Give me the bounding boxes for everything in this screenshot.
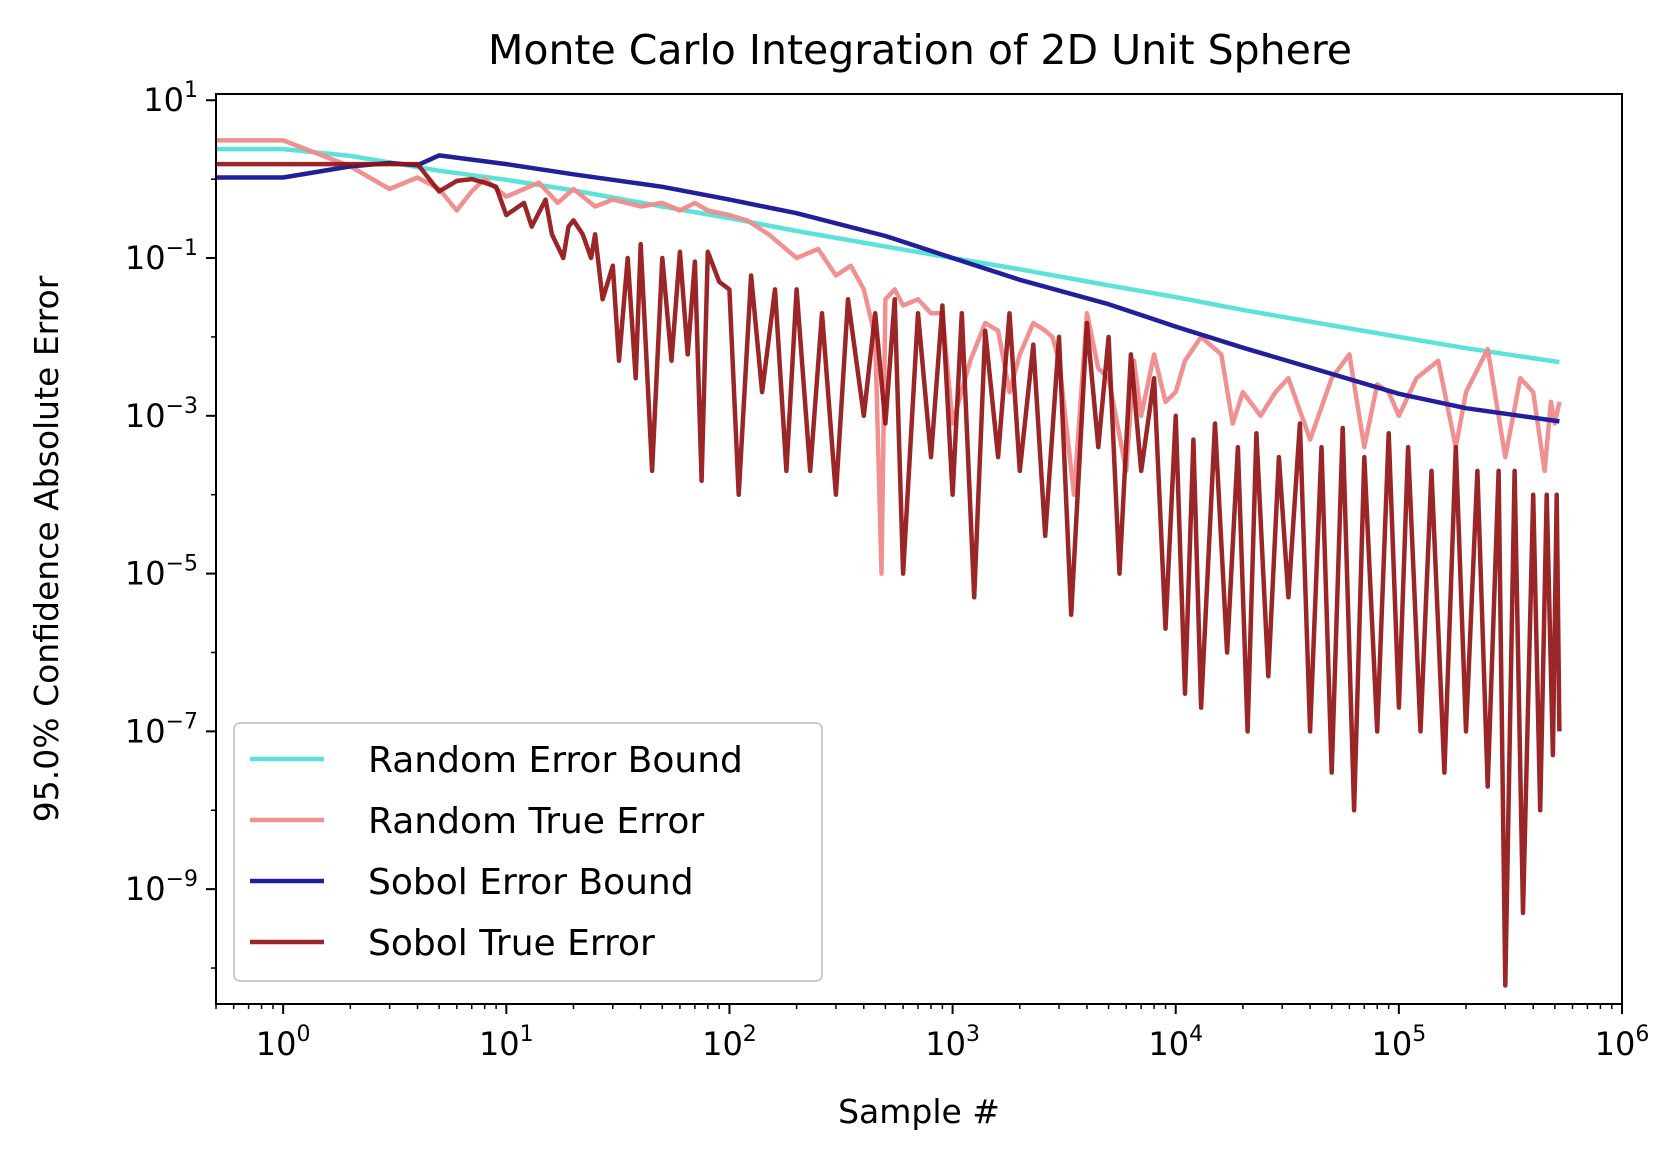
y-tick-label: 10−1 [125,236,198,277]
y-tick-label: 101 [143,78,198,119]
y-tick-label: 10−7 [125,709,198,750]
legend-box [233,722,823,982]
y-axis-label: 95.0% Confidence Absolute Error [27,275,66,822]
series-line-random-error-bound [216,146,1560,365]
x-tick-label: 100 [256,1022,311,1063]
x-tick-label: 103 [925,1022,980,1063]
x-axis-label: Sample # [838,1092,1000,1131]
y-tick-label: 10−3 [125,394,198,435]
legend: Random Error Bound Random True Error Sobol… [233,722,823,982]
series-line-sobol-true-error [216,161,1562,988]
legend-label: Random True Error [368,801,704,842]
x-tick-label: 102 [702,1022,757,1063]
legend-label: Random Error Bound [368,740,743,781]
x-tick-label: 104 [1148,1022,1203,1063]
x-tick-label: 105 [1372,1022,1427,1063]
x-axis: 100 101 102 103 104 105 106 [215,1004,1650,1063]
legend-label: Sobol Error Bound [368,862,694,903]
axes-frame [215,93,1623,1005]
series-layer [216,138,1562,988]
y-tick-label: 10−5 [125,552,198,593]
x-tick-label: 106 [1595,1022,1650,1063]
legend-label: Sobol True Error [368,923,655,964]
y-tick-label: 10−9 [125,867,198,908]
chart-title: Monte Carlo Integration of 2D Unit Spher… [488,26,1352,74]
y-axis: 101 10−1 10−3 10−5 10−7 10−9 [125,78,216,969]
x-tick-label: 101 [479,1022,534,1063]
